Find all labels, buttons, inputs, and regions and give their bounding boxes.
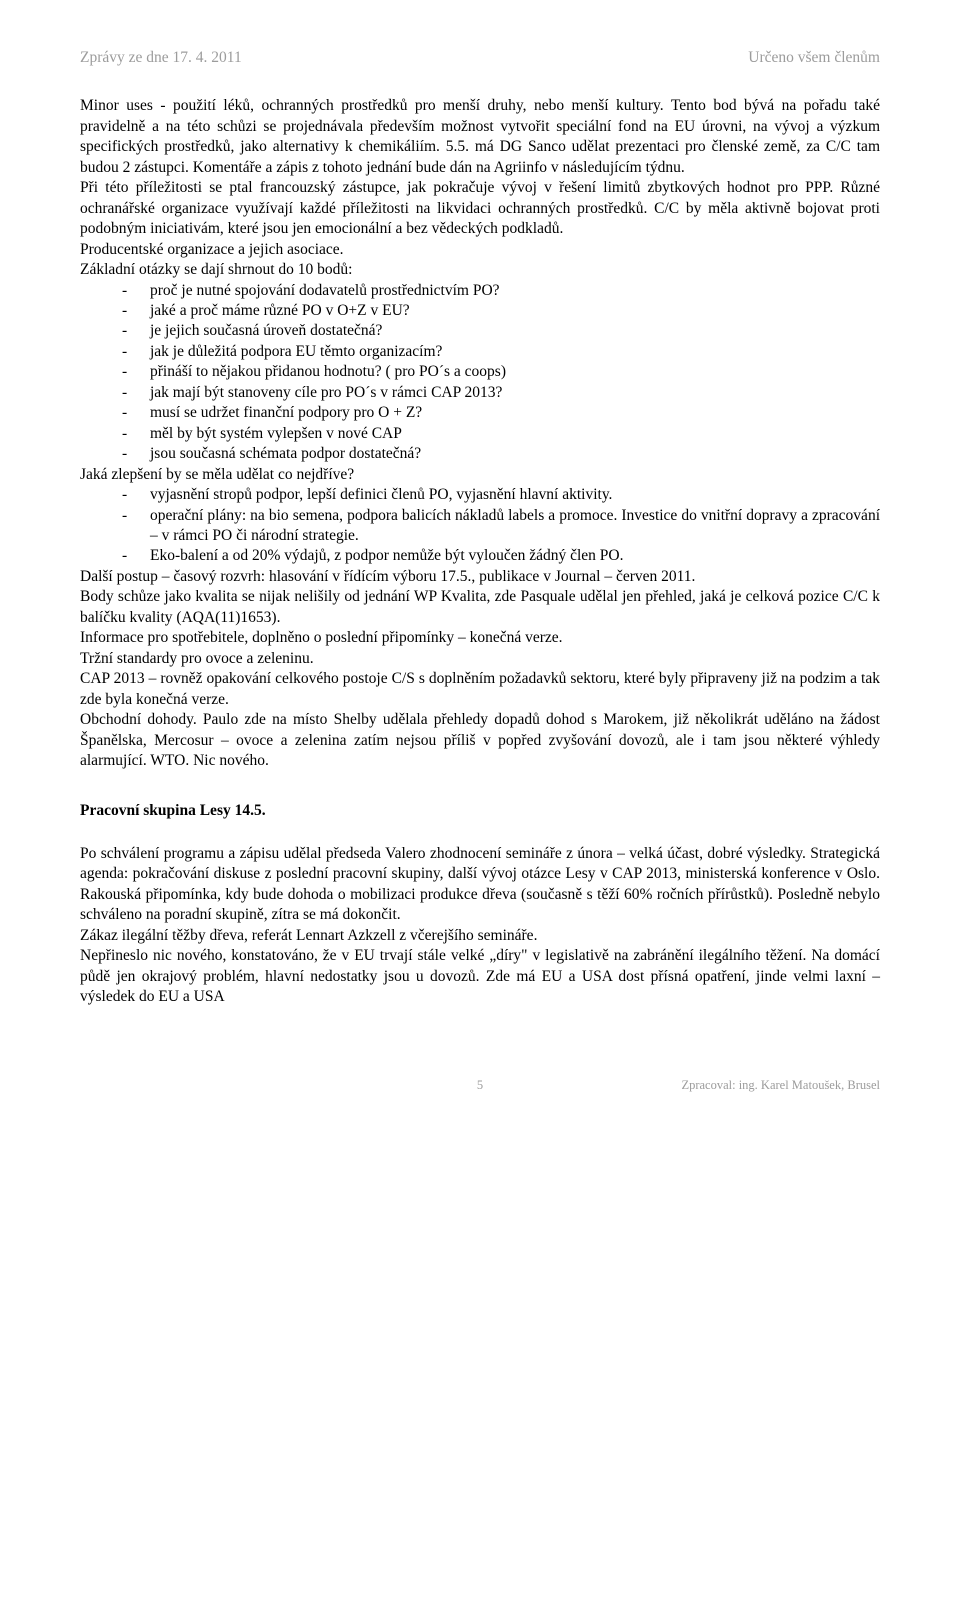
header-left: Zprávy ze dne 17. 4. 2011: [80, 48, 242, 68]
dash-icon: -: [122, 321, 150, 341]
dash-icon: -: [122, 281, 150, 301]
dash-icon: -: [122, 546, 150, 566]
dash-icon: -: [122, 301, 150, 321]
list-item-text: jak mají být stanoveny cíle pro PO´s v r…: [150, 383, 880, 403]
dash-icon: -: [122, 424, 150, 444]
paragraph: Nepřineslo nic nového, konstatováno, že …: [80, 946, 880, 1007]
paragraph: Tržní standardy pro ovoce a zeleninu.: [80, 649, 880, 669]
list-item-text: jaké a proč máme různé PO v O+Z v EU?: [150, 301, 880, 321]
list-item-text: Eko-balení a od 20% výdajů, z podpor nem…: [150, 546, 880, 566]
footer-left-spacer: [80, 1077, 477, 1094]
list-item-text: jsou současná schémata podpor dostatečná…: [150, 444, 880, 464]
dash-icon: -: [122, 485, 150, 505]
paragraph: Zákaz ilegální těžby dřeva, referát Lenn…: [80, 926, 880, 946]
bullet-list-2: -vyjasnění stropů podpor, lepší definici…: [122, 485, 880, 567]
list-item-text: je jejich současná úroveň dostatečná?: [150, 321, 880, 341]
list-item: -měl by být systém vylepšen v nové CAP: [122, 424, 880, 444]
list-item: -přináší to nějakou přidanou hodnotu? ( …: [122, 362, 880, 382]
list-item-text: vyjasnění stropů podpor, lepší definici …: [150, 485, 880, 505]
dash-icon: -: [122, 403, 150, 423]
paragraph: Jaká zlepšení by se měla udělat co nejdř…: [80, 465, 880, 485]
list-item-text: měl by být systém vylepšen v nové CAP: [150, 424, 880, 444]
dash-icon: -: [122, 506, 150, 547]
footer-right: Zpracoval: ing. Karel Matoušek, Brusel: [483, 1077, 880, 1094]
list-item-text: operační plány: na bio semena, podpora b…: [150, 506, 880, 547]
paragraph: Po schválení programu a zápisu udělal př…: [80, 844, 880, 926]
list-item-text: musí se udržet finanční podpory pro O + …: [150, 403, 880, 423]
section-title: Pracovní skupina Lesy 14.5.: [80, 801, 880, 821]
list-item: -Eko-balení a od 20% výdajů, z podpor ne…: [122, 546, 880, 566]
list-item: -jsou současná schémata podpor dostatečn…: [122, 444, 880, 464]
list-item: -je jejich současná úroveň dostatečná?: [122, 321, 880, 341]
paragraph: Při této příležitosti se ptal francouzsk…: [80, 178, 880, 239]
list-item-text: přináší to nějakou přidanou hodnotu? ( p…: [150, 362, 880, 382]
list-item: -musí se udržet finanční podpory pro O +…: [122, 403, 880, 423]
list-item-text: proč je nutné spojování dodavatelů prost…: [150, 281, 880, 301]
paragraph: Další postup – časový rozvrh: hlasování …: [80, 567, 880, 587]
paragraph: Obchodní dohody. Paulo zde na místo Shel…: [80, 710, 880, 771]
paragraph: Základní otázky se dají shrnout do 10 bo…: [80, 260, 880, 280]
header-right: Určeno všem členům: [748, 48, 880, 68]
page-header: Zprávy ze dne 17. 4. 2011 Určeno všem čl…: [80, 48, 880, 68]
list-item: -operační plány: na bio semena, podpora …: [122, 506, 880, 547]
paragraph: CAP 2013 – rovněž opakování celkového po…: [80, 669, 880, 710]
body-text: Minor uses - použití léků, ochranných pr…: [80, 96, 880, 1007]
page-footer: 5 Zpracoval: ing. Karel Matoušek, Brusel: [80, 1077, 880, 1094]
bullet-list-1: -proč je nutné spojování dodavatelů pros…: [122, 281, 880, 465]
list-item: -jak je důležitá podpora EU těmto organi…: [122, 342, 880, 362]
list-item-text: jak je důležitá podpora EU těmto organiz…: [150, 342, 880, 362]
dash-icon: -: [122, 383, 150, 403]
dash-icon: -: [122, 444, 150, 464]
paragraph: Body schůze jako kvalita se nijak neliši…: [80, 587, 880, 628]
list-item: -vyjasnění stropů podpor, lepší definici…: [122, 485, 880, 505]
paragraph: Producentské organizace a jejich asociac…: [80, 240, 880, 260]
dash-icon: -: [122, 362, 150, 382]
paragraph: Minor uses - použití léků, ochranných pr…: [80, 96, 880, 178]
list-item: -jaké a proč máme různé PO v O+Z v EU?: [122, 301, 880, 321]
dash-icon: -: [122, 342, 150, 362]
paragraph: Informace pro spotřebitele, doplněno o p…: [80, 628, 880, 648]
list-item: -jak mají být stanoveny cíle pro PO´s v …: [122, 383, 880, 403]
list-item: -proč je nutné spojování dodavatelů pros…: [122, 281, 880, 301]
